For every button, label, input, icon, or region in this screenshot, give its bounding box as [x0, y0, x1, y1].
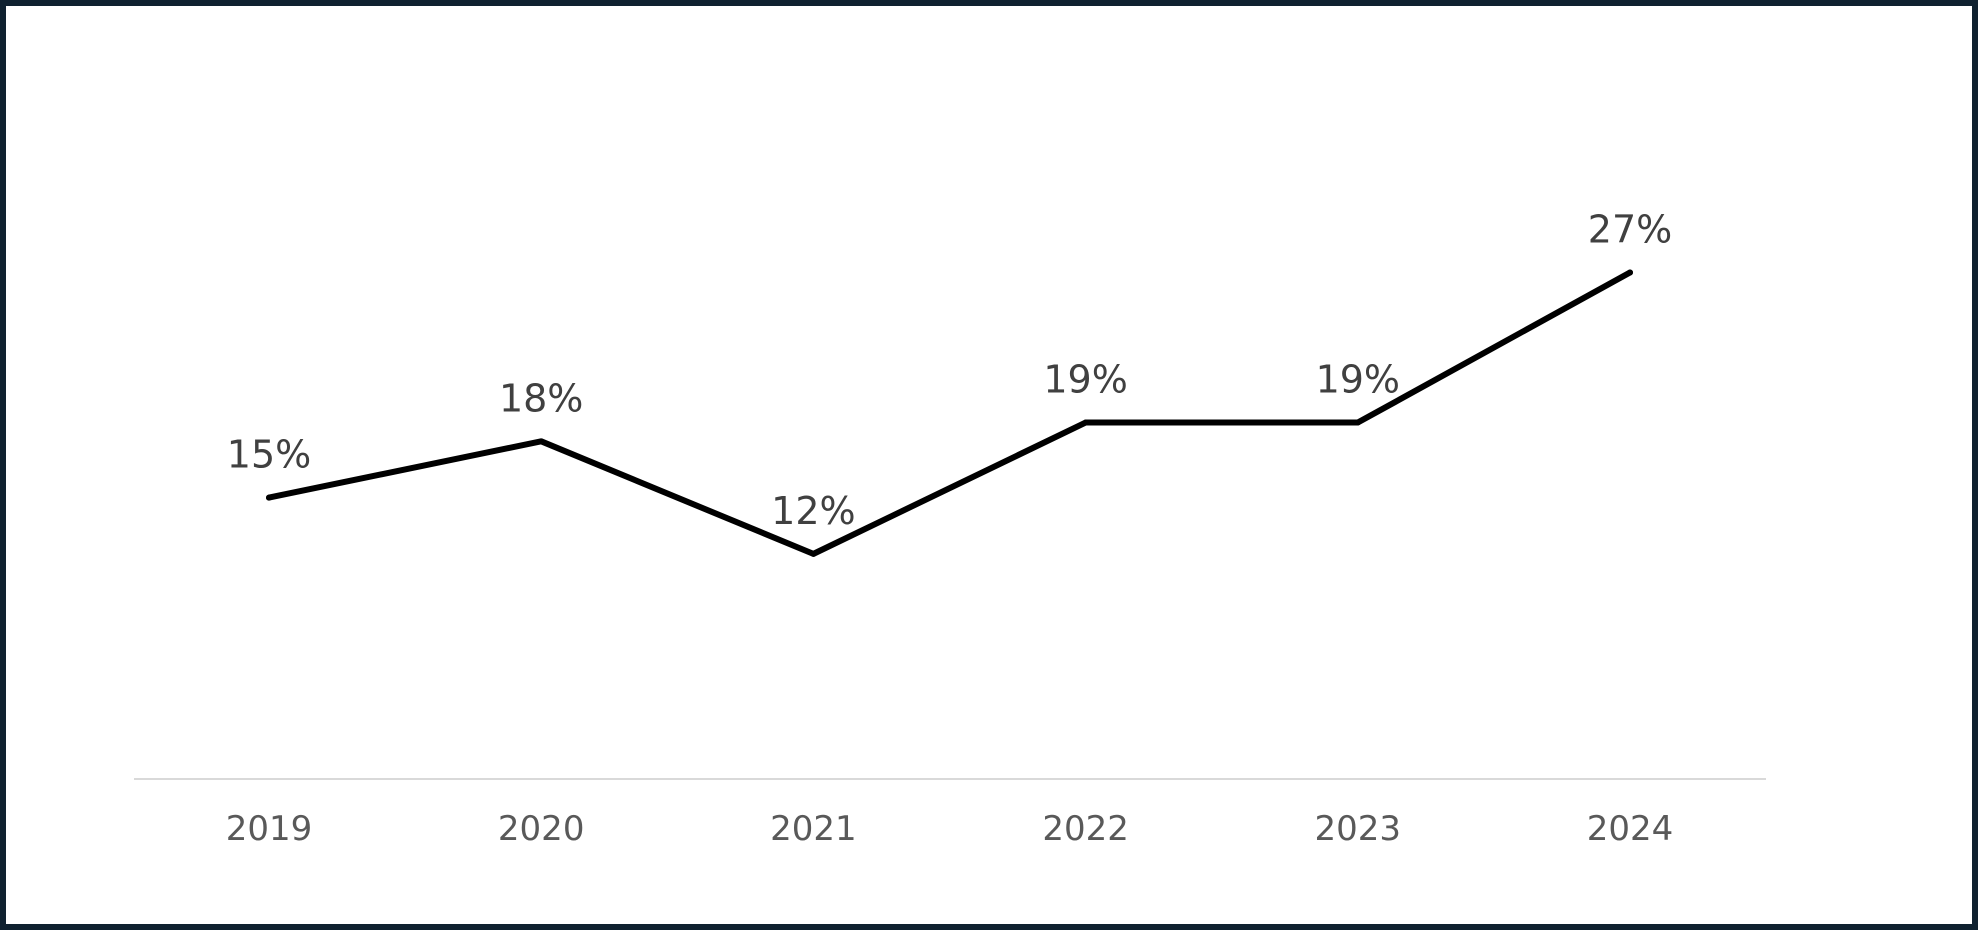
- x-tick-labels: 2019 2020 2021 2022 2023 2024: [226, 809, 1674, 849]
- series-line: [266, 269, 1633, 557]
- x-tick-label-2019: 2019: [226, 809, 313, 849]
- data-label-2022: 19%: [1043, 358, 1127, 402]
- data-points: [266, 269, 1633, 557]
- data-label-2019: 15%: [227, 433, 311, 477]
- data-label-2020: 18%: [499, 376, 583, 420]
- data-point-2024: [1627, 269, 1633, 276]
- data-point-2023: [1354, 419, 1361, 426]
- data-point-2019: [266, 494, 272, 501]
- x-tick-label-2024: 2024: [1587, 809, 1674, 849]
- data-label-2023: 19%: [1316, 358, 1400, 402]
- data-label-2021: 12%: [771, 489, 855, 533]
- line-chart: 15%18%12%19% 19%27% 2019 2020 2021 2022 2023 2…: [134, 207, 1766, 849]
- x-tick-label-2022: 2022: [1042, 809, 1129, 849]
- data-label-2024: 27%: [1588, 207, 1672, 251]
- x-tick-label-2021: 2021: [770, 809, 857, 849]
- data-point-2022: [1082, 419, 1089, 426]
- data-point-2020: [538, 438, 545, 445]
- x-tick-label-2020: 2020: [498, 809, 585, 849]
- x-tick-label-2023: 2023: [1315, 809, 1402, 849]
- data-point-2021: [810, 550, 817, 557]
- data-labels: 15% 18% 12% 19% 19% 27%: [227, 207, 1672, 532]
